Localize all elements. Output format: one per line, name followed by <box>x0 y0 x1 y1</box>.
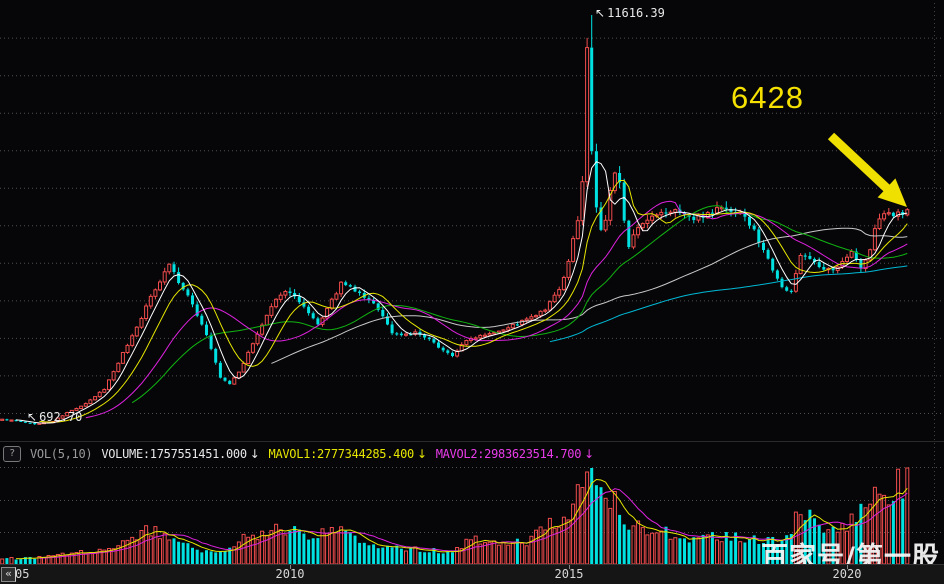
peak-price-annotation: ↖ 11616.39 <box>595 7 665 20</box>
down-arrow-icon: ↓ <box>584 447 594 461</box>
highlight-arrow-icon <box>827 132 907 207</box>
vol-indicator-label[interactable]: VOL(5,10) <box>30 447 93 461</box>
axis-tick <box>569 565 570 569</box>
candlesticks <box>0 15 910 425</box>
pointer-icon: ↖ <box>595 6 606 20</box>
down-arrow-icon: ↓ <box>249 447 260 461</box>
pane-divider[interactable] <box>0 441 944 442</box>
down-arrow-icon: ↓ <box>416 447 427 461</box>
target-price-label: 6428 <box>731 80 804 115</box>
axis-tick <box>847 565 848 569</box>
axis-tick <box>290 565 291 569</box>
ma-lines <box>16 161 908 424</box>
axis-label-2020: 2020 <box>832 567 862 581</box>
peak-price-label: 11616.39 <box>607 6 665 20</box>
pointer-icon: ↖ <box>27 410 38 424</box>
help-button[interactable]: ? <box>3 446 21 462</box>
volume-value: VOLUME:1757551451.000 ↓ <box>101 447 260 461</box>
time-axis-bar: « 05 2010 2015 2020 <box>0 564 944 584</box>
mavol2-value: MAVOL2:2983623514.700 ↓ <box>435 447 594 461</box>
volume-header: ? VOL(5,10) VOLUME:1757551451.000 ↓ MAVOL… <box>3 444 594 464</box>
mavol1-value: MAVOL1:2777344285.400 ↓ <box>268 447 427 461</box>
volume-bars <box>0 467 910 565</box>
axis-label-2015: 2015 <box>554 567 584 581</box>
low-price-label: 692.70 <box>39 410 83 424</box>
axis-label-2010: 2010 <box>275 567 305 581</box>
low-price-annotation: ↖ 692.70 <box>27 411 82 424</box>
axis-label-2005: 05 <box>15 567 30 581</box>
mavol-lines <box>16 478 908 560</box>
pager-left-button[interactable]: « <box>1 567 16 582</box>
